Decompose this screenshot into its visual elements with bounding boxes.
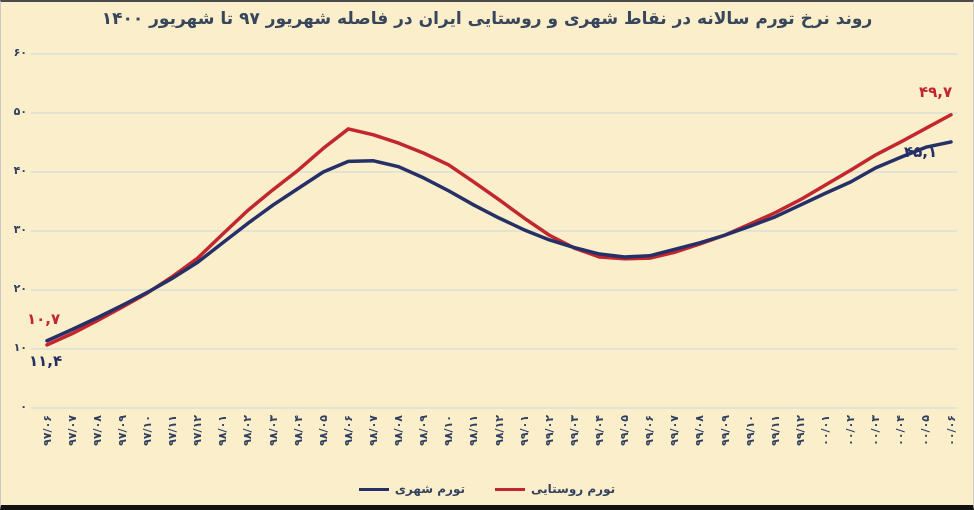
chart-title: روند نرخ تورم سالانه در نقاط شهری و روست… xyxy=(101,9,873,29)
y-axis-tick-label: ۳۰ xyxy=(13,223,27,236)
x-axis-tick-label: ۰۰/۰۵ xyxy=(919,415,933,446)
x-axis-tick-label: ۹۹/۰۳ xyxy=(567,415,581,446)
y-axis-tick-label: ۵۰ xyxy=(13,105,27,118)
legend-label-urban: تورم شهری xyxy=(394,482,465,496)
urban-line-swatch-icon xyxy=(358,487,389,491)
x-axis-tick-label: ۹۹/۱۰ xyxy=(743,415,757,446)
y-axis-tick-label: ۱۰ xyxy=(13,341,27,354)
chart-legend: تورم شهری تورم روستایی xyxy=(1,482,973,496)
x-axis-tick-label: ۹۹/۰۹ xyxy=(718,415,732,446)
legend-item-urban: تورم شهری xyxy=(358,482,465,496)
x-axis-tick-label: ۹۸/۱۱ xyxy=(467,415,481,446)
x-axis-tick-label: ۹۹/۰۴ xyxy=(592,415,606,446)
y-axis-tick-label: ۰ xyxy=(20,400,27,413)
x-axis-tick-label: ۹۸/۰۸ xyxy=(392,415,406,446)
x-axis-tick-label: ۰۰/۰۴ xyxy=(894,415,908,446)
x-axis-tick-label: ۰۰/۰۶ xyxy=(944,415,958,446)
x-axis-tick-label: ۹۸/۰۵ xyxy=(316,415,330,446)
x-axis-tick-label: ۰۰/۰۱ xyxy=(818,415,832,446)
y-axis-tick-label: ۲۰ xyxy=(13,282,27,295)
x-axis-tick-label: ۹۹/۰۱ xyxy=(517,415,531,446)
data-label-urban-start: ۱۱,۴ xyxy=(29,352,63,370)
x-axis-tick-label: ۹۸/۰۶ xyxy=(341,415,355,446)
x-axis-tick-label: ۹۷/۰۸ xyxy=(90,415,104,446)
x-axis-tick-label: ۰۰/۰۲ xyxy=(844,415,858,446)
x-axis-tick-label: ۹۹/۰۶ xyxy=(643,415,657,446)
x-axis-tick-label: ۹۸/۱۰ xyxy=(442,415,456,446)
x-axis-tick-label: ۹۸/۰۴ xyxy=(291,415,305,446)
x-axis-tick-label: ۹۹/۰۸ xyxy=(693,415,707,446)
data-label-urban-end: ۴۵,۱ xyxy=(904,143,938,161)
series-line-rural xyxy=(45,113,953,347)
x-axis-tick-label: ۹۷/۰۶ xyxy=(40,415,54,446)
x-axis-tick-label: ۹۸/۱۲ xyxy=(492,415,506,446)
data-label-rural-start: ۱۰,۷ xyxy=(27,310,61,328)
x-axis-tick-label: ۹۸/۰۱ xyxy=(216,415,230,446)
x-axis-tick-label: ۹۹/۱۲ xyxy=(793,415,807,446)
x-axis-tick-label: ۹۹/۰۵ xyxy=(618,415,632,446)
y-axis-tick-label: ۴۰ xyxy=(13,164,27,177)
x-axis-tick-label: ۹۸/۰۹ xyxy=(417,415,431,446)
x-axis-tick-label: ۰۰/۰۳ xyxy=(869,415,883,446)
x-axis-tick-label: ۹۹/۰۷ xyxy=(668,415,682,446)
rural-line-swatch-icon xyxy=(494,487,525,491)
x-axis-tick-label: ۹۹/۰۲ xyxy=(542,415,556,446)
series-line-urban xyxy=(45,140,953,343)
legend-item-rural: تورم روستایی xyxy=(494,482,616,496)
x-axis-tick-label: ۹۷/۱۱ xyxy=(166,415,180,446)
x-axis-tick-label: ۹۷/۱۲ xyxy=(191,415,205,446)
x-axis-tick-label: ۹۷/۱۰ xyxy=(140,415,154,446)
x-axis-tick-label: ۹۸/۰۲ xyxy=(241,415,255,446)
x-axis-tick-label: ۹۹/۱۱ xyxy=(768,415,782,446)
x-axis-tick-label: ۹۸/۰۷ xyxy=(366,415,380,446)
data-label-rural-end: ۴۹,۷ xyxy=(919,83,953,101)
x-axis-tick-label: ۹۸/۰۳ xyxy=(266,415,280,446)
legend-label-rural: تورم روستایی xyxy=(530,482,616,496)
x-axis-tick-label: ۹۷/۰۹ xyxy=(115,415,129,446)
y-axis-tick-label: ۶۰ xyxy=(13,46,27,59)
x-axis-tick-label: ۹۷/۰۷ xyxy=(65,415,79,446)
